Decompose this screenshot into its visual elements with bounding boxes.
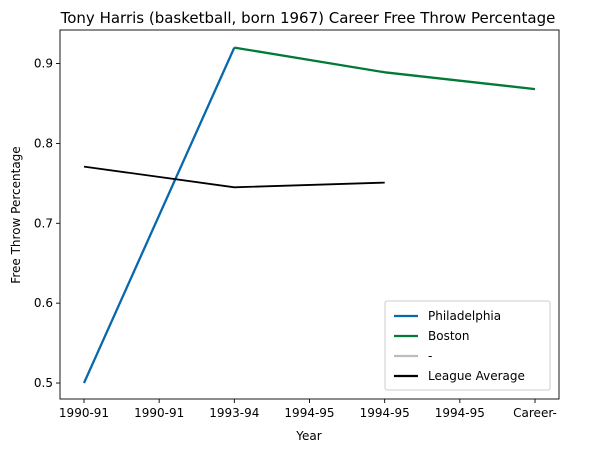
legend-box bbox=[384, 300, 551, 391]
x-tick-label: 1993-94 bbox=[209, 406, 259, 420]
y-tick-label: 0.6 bbox=[34, 296, 53, 310]
legend-label: Boston bbox=[428, 329, 469, 343]
legend-label: Philadelphia bbox=[428, 309, 501, 323]
x-tick-label: 1994-95 bbox=[360, 406, 410, 420]
x-tick-label: 1990-91 bbox=[134, 406, 184, 420]
legend-label: League Average bbox=[428, 369, 525, 383]
axes: 1990-91 1990-91 1993-94 1994-95 1994-95 1994-… bbox=[34, 29, 560, 420]
x-tick-label: Career- bbox=[513, 406, 557, 420]
series-line-3 bbox=[83, 165, 385, 189]
x-tick-label: 1994-95 bbox=[435, 406, 485, 420]
legend: Philadelphia Boston - League Average bbox=[384, 300, 551, 391]
plot-area bbox=[82, 46, 536, 384]
y-tick-label: 0.5 bbox=[34, 376, 53, 390]
x-axis-label: Year bbox=[295, 429, 321, 443]
legend-label: - bbox=[428, 349, 432, 363]
y-tick-label: 0.7 bbox=[34, 216, 53, 230]
y-axis-label: Free Throw Percentage bbox=[9, 146, 23, 283]
chart-title: Tony Harris (basketball, born 1967) Care… bbox=[60, 9, 556, 27]
series-line-1 bbox=[234, 46, 536, 91]
x-tick-label: 1990-91 bbox=[59, 406, 109, 420]
x-tick-label: 1994-95 bbox=[284, 406, 334, 420]
y-tick-label: 0.9 bbox=[34, 57, 53, 71]
series-line-0 bbox=[82, 47, 236, 384]
y-tick-label: 0.8 bbox=[34, 136, 53, 150]
